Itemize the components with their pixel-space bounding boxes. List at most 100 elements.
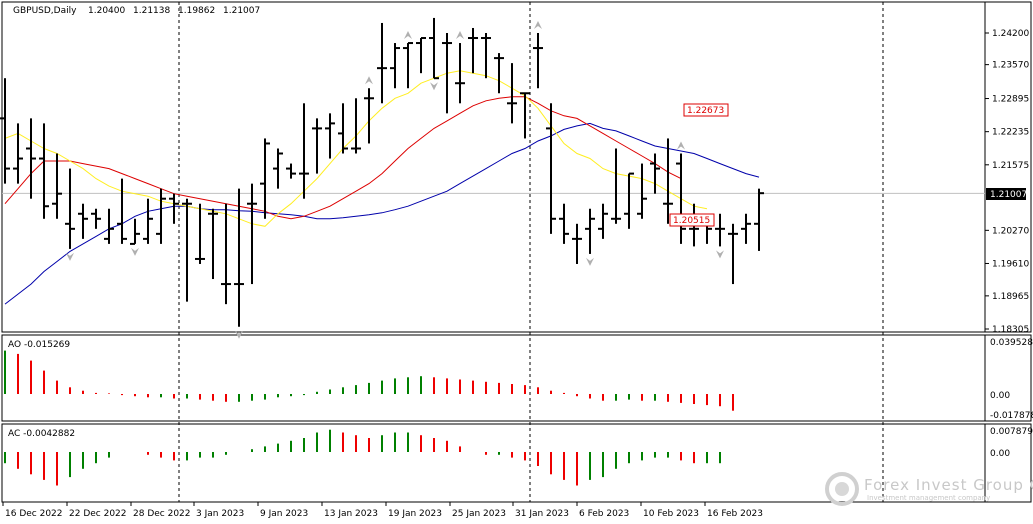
- ohlc-bar: [117, 178, 127, 244]
- date-tick-label: 16 Dec 2022: [5, 509, 63, 519]
- watermark-title: Forex Invest Group OU: [864, 476, 1033, 494]
- ohlc-bar: [377, 22, 387, 104]
- svg-text:1.21007: 1.21007: [990, 190, 1027, 200]
- ohlc-bar: [741, 213, 751, 244]
- fractal-up-arrow: [534, 21, 542, 29]
- ohlc-bar: [338, 103, 348, 154]
- ac-tick-top: 0.0078796: [990, 427, 1033, 437]
- ohlc-bar: [598, 203, 608, 239]
- panel-frame: [1, 334, 1032, 422]
- ac-histogram: [4, 429, 721, 486]
- ohlc-close: 1.21007: [223, 6, 260, 16]
- ohlc-bar: [416, 37, 426, 74]
- ohlc-bar: [663, 138, 673, 224]
- price-tick-label: 1.18305: [992, 325, 1029, 335]
- chart-grid: [1, 1, 1032, 503]
- ohlc-bar: [624, 172, 634, 229]
- ao-tick-top: 0.039528: [990, 338, 1033, 348]
- ac-label: AC -0.0042882: [8, 429, 75, 439]
- svg-text:1.22673: 1.22673: [687, 106, 724, 116]
- ma-blue-line: [4, 122, 760, 305]
- price-tick-label: 1.20270: [992, 226, 1029, 236]
- ohlc-bar: [468, 27, 478, 74]
- ohlc-bar: [169, 193, 179, 224]
- price-tick-label: 1.23570: [992, 61, 1029, 71]
- date-axis[interactable]: 16 Dec 2022 22 Dec 2022 28 Dec 2022 3 Jan 2…: [2, 502, 763, 519]
- ac-panel[interactable]: AC -0.0042882 0.0078796 0.00: [4, 427, 1033, 486]
- svg-text:1.20515: 1.20515: [673, 216, 710, 226]
- ohlc-bar: [494, 53, 504, 94]
- ohlc-bar: [13, 123, 23, 184]
- price-tick-label: 1.19610: [992, 259, 1029, 269]
- price-axis[interactable]: 1.24200 1.23570 1.22895 1.22235 1.21575 1.202…: [985, 29, 1029, 335]
- ohlc-bar: [221, 203, 231, 305]
- ohlc-bar: [156, 188, 166, 244]
- fractal-up-arrow: [456, 31, 464, 40]
- panel-frame: [1, 423, 1032, 503]
- ohlc-bar: [403, 42, 413, 89]
- chart-title: GBPUSD,Daily: [13, 6, 77, 16]
- ohlc-bar: [208, 208, 218, 280]
- ohlc-bar: [533, 33, 543, 89]
- ohlc-bar: [572, 223, 582, 264]
- ma-red-line: [4, 96, 682, 220]
- ohlc-open: 1.20400: [88, 6, 125, 16]
- fractal-down-arrow: [66, 252, 74, 261]
- date-tick-label: 6 Feb 2023: [579, 509, 629, 519]
- fractal-up-arrow: [365, 76, 373, 85]
- date-tick-label: 10 Feb 2023: [643, 509, 699, 519]
- ohlc-bar: [52, 153, 62, 219]
- ohlc-bar: [26, 118, 36, 199]
- ohlc-bar: [455, 43, 465, 104]
- ohlc-bar: [260, 138, 270, 219]
- ohlc-bar: [507, 63, 517, 124]
- date-tick-label: 22 Dec 2022: [69, 509, 127, 519]
- ohlc-bar: [0, 78, 10, 184]
- ohlc-bar: [78, 203, 88, 239]
- date-tick-label: 16 Feb 2023: [707, 509, 763, 519]
- ohlc-bar: [429, 17, 439, 80]
- ao-tick-bottom: -0.017878: [990, 411, 1033, 421]
- ohlc-bar: [130, 218, 140, 245]
- ohlc-bar: [286, 163, 296, 179]
- date-tick-label: 9 Jan 2023: [260, 509, 308, 519]
- price-tick-label: 1.24200: [992, 29, 1029, 39]
- ohlc-bar: [728, 223, 738, 285]
- ohlc-bar: [91, 208, 101, 229]
- fractal-down-arrow: [430, 82, 438, 91]
- ohlc-bar: [637, 163, 647, 219]
- ohlc-bar: [273, 148, 283, 189]
- price-tick-label: 1.21575: [992, 161, 1029, 171]
- fractal-up-arrow: [404, 31, 412, 40]
- ohlc-bar: [234, 188, 244, 327]
- watermark-subtitle: Investment management company: [867, 494, 990, 502]
- fractal-down-arrow: [235, 330, 243, 339]
- ao-label: AO -0.015269: [8, 340, 70, 350]
- ac-tick-zero: 0.00: [990, 449, 1010, 459]
- ohlc-bar: [182, 198, 192, 302]
- fractal-arrows: [66, 21, 724, 339]
- fractal-down-arrow: [716, 250, 724, 259]
- ohlc-bar: [676, 153, 686, 244]
- ohlc-bar: [39, 123, 49, 219]
- main-price-panel[interactable]: GBPUSD,Daily 1.20400 1.21138 1.19862 1.2…: [13, 6, 260, 16]
- date-tick-label: 25 Jan 2023: [452, 509, 506, 519]
- ohlc-bar: [104, 208, 114, 244]
- ohlc-bar: [195, 203, 205, 264]
- price-tick-label: 1.22895: [992, 95, 1029, 105]
- ao-panel[interactable]: AO -0.015269 0.039528 0.00 -0.017878: [4, 338, 1033, 421]
- ohlc-bar: [364, 88, 374, 144]
- ohlc-bar: [546, 103, 556, 234]
- date-tick-label: 19 Jan 2023: [388, 509, 442, 519]
- ohlc-bar: [299, 103, 309, 199]
- panel-frame: [1, 1, 1032, 333]
- ohlc-bar: [585, 208, 595, 254]
- fractal-down-arrow: [586, 257, 594, 266]
- ohlc-bar: [312, 118, 322, 174]
- ohlc-bar: [390, 43, 400, 89]
- ohlc-bar: [559, 203, 569, 244]
- ao-tick-zero: 0.00: [990, 391, 1010, 401]
- watermark-logo: Forex Invest Group OU Investment managem…: [825, 472, 1033, 506]
- date-tick-label: 31 Jan 2023: [515, 509, 569, 519]
